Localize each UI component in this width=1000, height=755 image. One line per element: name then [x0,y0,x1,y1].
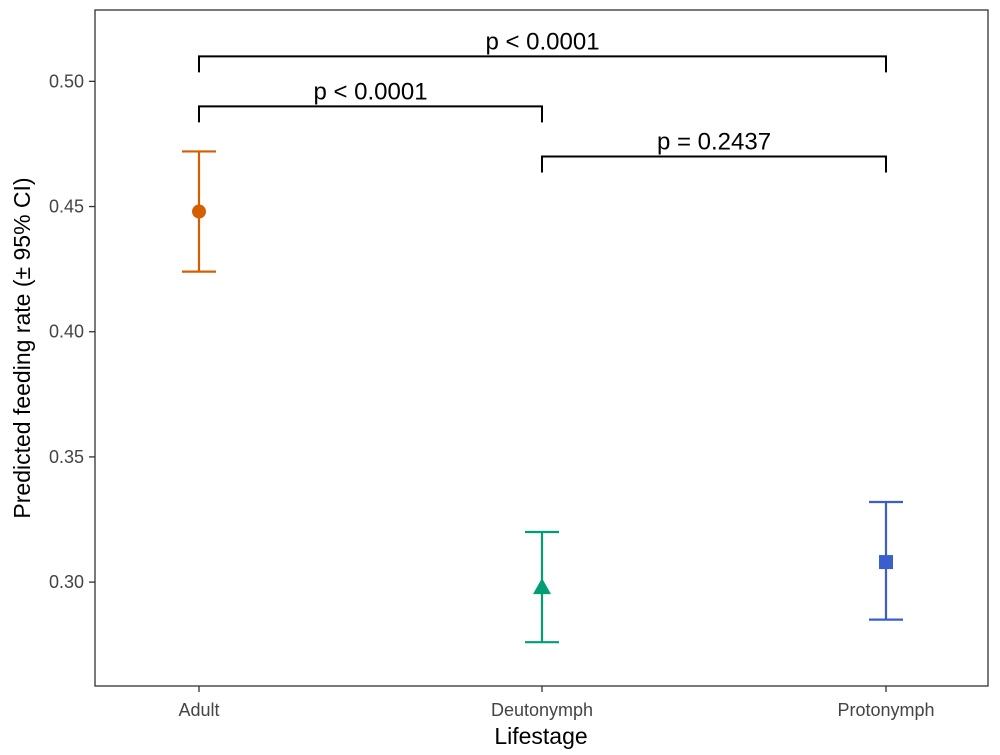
y-tick-label: 0.30 [49,572,84,592]
point-group [182,150,216,273]
p-value-label: p = 0.2437 [657,128,771,155]
bracket-line [198,105,543,123]
y-axis-title: Predicted feeding rate (± 95% CI) [9,177,35,518]
x-axis: Adult Deutonymph Protonymph [178,686,935,720]
y-tick-label: 0.35 [49,447,84,467]
x-tick-label: Protonymph [837,700,934,720]
x-axis-title: Lifestage [494,723,587,749]
comparison-brackets: p < 0.0001 p < 0.0001 p = 0.2437 [198,28,887,173]
point-group [869,500,903,621]
y-tick-label: 0.40 [49,322,84,342]
comparison-bracket: p = 0.2437 [541,128,887,173]
point-marker [879,555,893,570]
p-value-label: p < 0.0001 [313,78,427,105]
comparison-bracket: p < 0.0001 [198,78,543,123]
point-marker [533,578,551,595]
point-group [525,530,559,644]
y-tick-label: 0.45 [49,197,84,217]
point-marker [192,204,206,219]
y-axis: 0.30 0.35 0.40 0.45 0.50 [49,71,95,592]
x-tick-label: Adult [178,700,219,720]
y-tick-label: 0.50 [49,71,84,91]
data-points [182,150,903,644]
bracket-line [541,155,887,173]
bracket-line [198,55,887,73]
x-tick-label: Deutonymph [491,700,593,720]
p-value-label: p < 0.0001 [485,28,599,55]
comparison-bracket: p < 0.0001 [198,28,887,73]
